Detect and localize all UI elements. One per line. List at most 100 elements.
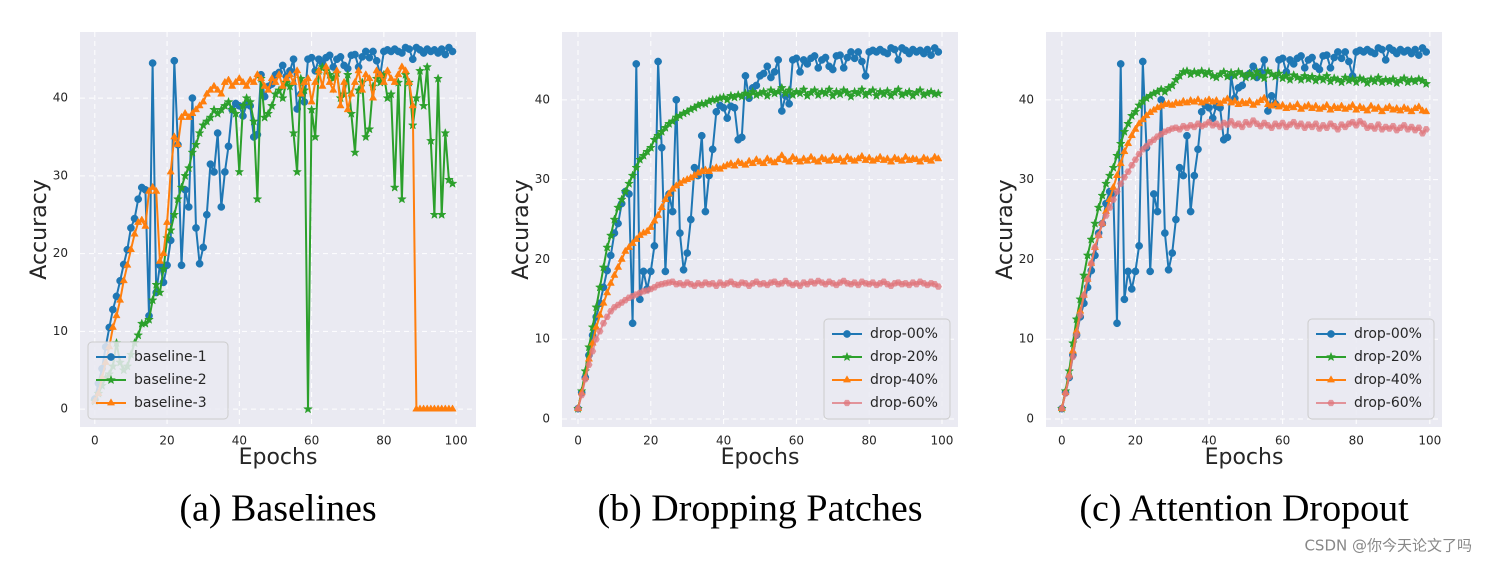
marker xyxy=(588,347,597,355)
y-axis-label: Accuracy xyxy=(509,179,534,279)
marker xyxy=(144,186,154,194)
marker xyxy=(915,85,926,95)
marker xyxy=(788,152,797,160)
marker xyxy=(1146,267,1155,276)
marker xyxy=(752,155,761,163)
marker xyxy=(107,353,115,361)
y-tick-label: 40 xyxy=(1019,92,1034,106)
marker xyxy=(598,262,609,272)
marker xyxy=(1322,51,1331,59)
marker xyxy=(1363,106,1372,114)
marker xyxy=(361,47,370,56)
marker xyxy=(162,232,173,243)
marker xyxy=(148,182,157,190)
marker xyxy=(821,53,830,62)
marker xyxy=(1337,101,1346,109)
marker xyxy=(1381,56,1390,64)
marker xyxy=(306,104,317,114)
marker xyxy=(170,132,179,140)
marker xyxy=(159,248,168,256)
marker xyxy=(264,85,273,93)
marker xyxy=(628,238,637,246)
marker xyxy=(199,243,208,252)
marker xyxy=(661,267,670,276)
marker xyxy=(638,150,649,160)
marker xyxy=(213,129,222,137)
marker xyxy=(1392,103,1401,111)
marker xyxy=(613,262,623,270)
marker xyxy=(106,398,116,406)
legend-label: drop-40% xyxy=(1354,372,1422,388)
marker xyxy=(1326,351,1336,362)
marker xyxy=(1373,72,1384,82)
marker xyxy=(223,96,234,107)
legend-label: drop-20% xyxy=(1354,349,1422,365)
marker xyxy=(1411,45,1419,54)
marker xyxy=(776,82,787,93)
marker xyxy=(1138,57,1147,66)
x-tick-label: 40 xyxy=(1201,434,1216,448)
marker xyxy=(165,225,176,235)
marker xyxy=(1204,66,1214,77)
marker xyxy=(1326,375,1336,383)
marker xyxy=(158,263,169,274)
marker xyxy=(616,194,627,204)
marker xyxy=(1300,64,1309,72)
marker xyxy=(425,135,436,146)
legend-label: drop-20% xyxy=(870,349,938,365)
marker xyxy=(591,302,602,312)
y-tick-label: 0 xyxy=(60,402,68,416)
marker xyxy=(365,73,374,82)
marker xyxy=(843,399,851,407)
marker xyxy=(448,404,457,412)
marker xyxy=(1183,131,1191,140)
marker xyxy=(1264,107,1272,115)
marker xyxy=(610,270,619,278)
marker xyxy=(853,88,864,98)
marker xyxy=(856,84,867,94)
marker xyxy=(639,267,648,276)
marker xyxy=(205,112,216,122)
marker xyxy=(643,226,652,234)
marker xyxy=(865,153,874,161)
marker xyxy=(578,391,586,399)
marker xyxy=(383,66,392,74)
marker xyxy=(126,245,136,253)
marker xyxy=(803,156,812,164)
marker xyxy=(1186,207,1195,216)
marker xyxy=(595,310,604,318)
marker xyxy=(810,52,819,60)
marker xyxy=(274,85,285,95)
marker xyxy=(1322,100,1331,108)
marker xyxy=(1093,202,1104,212)
marker xyxy=(336,101,345,109)
marker xyxy=(934,154,943,162)
marker xyxy=(1378,45,1386,54)
marker xyxy=(230,108,241,118)
marker xyxy=(828,152,837,160)
marker xyxy=(1078,270,1089,280)
marker xyxy=(241,92,252,103)
marker xyxy=(390,77,399,85)
marker xyxy=(418,100,429,111)
marker xyxy=(1260,56,1269,64)
marker xyxy=(336,53,345,61)
marker xyxy=(1278,54,1287,63)
marker xyxy=(154,287,165,297)
marker xyxy=(311,77,320,85)
marker xyxy=(141,221,150,229)
marker xyxy=(1065,373,1073,380)
x-tick-label: 60 xyxy=(789,434,804,448)
marker xyxy=(836,51,844,59)
marker xyxy=(876,152,885,160)
marker xyxy=(1116,158,1125,167)
marker xyxy=(177,261,186,270)
marker xyxy=(664,189,674,197)
marker xyxy=(289,77,298,85)
marker xyxy=(730,161,739,169)
marker xyxy=(798,84,809,94)
marker xyxy=(422,61,433,72)
marker xyxy=(307,53,316,62)
marker xyxy=(1421,78,1432,89)
